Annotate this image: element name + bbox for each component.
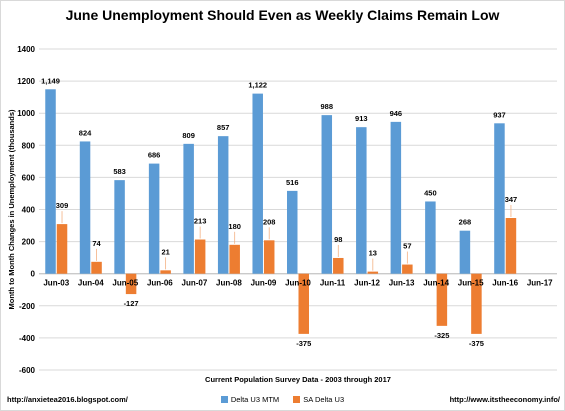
- y-tick-label: 0: [31, 270, 36, 279]
- bar-delta-u3-mtm: [356, 127, 367, 274]
- x-tick-label: Jun-10: [285, 279, 311, 288]
- data-label: -127: [124, 299, 139, 308]
- data-label: 1,122: [248, 81, 267, 90]
- data-label: 809: [182, 131, 195, 140]
- bar-delta-u3-mtm: [425, 201, 436, 274]
- legend: Delta U3 MTM SA Delta U3: [1, 395, 564, 404]
- data-label: 21: [161, 247, 169, 256]
- source-url-right: http://www.itstheeconomy.info/: [449, 395, 560, 404]
- bar-delta-u3-mtm: [287, 190, 298, 274]
- data-label: 516: [286, 178, 299, 187]
- source-url-left: http://anxietea2016.blogspot.com/: [7, 395, 128, 404]
- data-label: 1,149: [41, 76, 60, 85]
- x-tick-label: Jun-15: [458, 279, 484, 288]
- bar-delta-u3-mtm: [148, 163, 160, 274]
- data-label: 57: [403, 242, 411, 251]
- x-tick-label: Jun-08: [216, 279, 242, 288]
- bar-delta-u3-mtm: [217, 136, 229, 274]
- x-tick-label: Jun-07: [182, 279, 208, 288]
- x-tick-label: Jun-06: [147, 279, 173, 288]
- legend-swatch-series-1: [220, 396, 228, 403]
- bar-delta-u3-mtm: [321, 115, 333, 274]
- data-label: 347: [505, 195, 518, 204]
- data-label: 213: [194, 217, 207, 226]
- bar-delta-u3-mtm: [79, 141, 91, 274]
- y-tick-label: 200: [22, 238, 36, 247]
- y-tick-label: 400: [22, 206, 36, 215]
- bar-delta-u3-mtm: [252, 93, 263, 274]
- data-label: -375: [469, 339, 484, 348]
- y-tick-label: -200: [19, 302, 36, 311]
- bar-delta-u3-mtm: [114, 180, 125, 274]
- bar-delta-u3-mtm: [390, 121, 402, 274]
- bar-sa-delta-u3: [298, 273, 309, 334]
- data-label: 583: [113, 167, 126, 176]
- x-tick-label: Jun-11: [320, 279, 346, 288]
- data-label: 13: [369, 249, 377, 258]
- x-tick-label: Jun-03: [43, 279, 69, 288]
- x-tick-label: Jun-13: [389, 279, 415, 288]
- data-label: 74: [92, 239, 101, 248]
- bar-sa-delta-u3: [333, 257, 344, 274]
- bar-sa-delta-u3: [91, 261, 102, 274]
- bar-delta-u3-mtm: [494, 123, 505, 274]
- x-tick-label: Jun-04: [78, 279, 104, 288]
- bar-sa-delta-u3: [402, 264, 413, 274]
- bar-sa-delta-u3: [160, 270, 171, 274]
- data-label: 98: [334, 235, 342, 244]
- bar-sa-delta-u3: [56, 224, 68, 274]
- y-tick-label: 1000: [17, 109, 35, 118]
- x-tick-label: Jun-17: [527, 279, 553, 288]
- y-tick-label: 1400: [17, 45, 35, 54]
- x-axis-title: Current Population Survey Data - 2003 th…: [205, 375, 391, 384]
- chart-title: June Unemployment Should Even as Weekly …: [65, 7, 500, 23]
- bar-sa-delta-u3: [194, 239, 206, 274]
- bar-sa-delta-u3: [125, 273, 137, 295]
- legend-item-series-2: SA Delta U3: [293, 395, 344, 404]
- y-tick-label: 800: [22, 141, 36, 150]
- legend-item-series-1: Delta U3 MTM: [220, 395, 280, 404]
- bar-delta-u3-mtm: [45, 89, 56, 274]
- bar-delta-u3-mtm: [459, 230, 471, 274]
- data-label: -325: [434, 331, 449, 340]
- legend-label-series-1: Delta U3 MTM: [230, 395, 280, 404]
- y-tick-label: -400: [19, 334, 36, 343]
- data-label: 180: [228, 222, 241, 231]
- x-tick-label: Jun-05: [112, 279, 138, 288]
- data-label: 913: [355, 114, 368, 123]
- bar-sa-delta-u3: [505, 218, 517, 274]
- bar-chart: -600 -400 -200 0 200 400 600 800 1000 1200 1400 Jun…: [7, 45, 557, 384]
- data-label: 268: [459, 218, 472, 227]
- x-tick-label: Jun-09: [251, 279, 277, 288]
- data-label: 208: [263, 217, 276, 226]
- y-axis-title: Month to Month Changes in Unemployment (…: [7, 109, 16, 309]
- data-label: 450: [424, 188, 437, 197]
- bar-sa-delta-u3: [471, 273, 482, 334]
- y-tick-label: -600: [19, 366, 36, 375]
- data-label: 309: [56, 201, 69, 210]
- data-label: 946: [390, 109, 403, 118]
- x-tick-label: Jun-16: [492, 279, 518, 288]
- bar-sa-delta-u3: [229, 244, 240, 274]
- labels: -600 -400 -200 0 200 400 600 800 1000 1200 1400 Jun…: [7, 45, 553, 384]
- data-label: -375: [296, 339, 311, 348]
- x-tick-label: Jun-14: [423, 279, 449, 288]
- bar-sa-delta-u3: [436, 273, 448, 326]
- y-tick-label: 600: [22, 173, 36, 182]
- bar-sa-delta-u3: [367, 271, 379, 274]
- x-tick-label: Jun-12: [354, 279, 380, 288]
- legend-label-series-2: SA Delta U3: [303, 395, 345, 404]
- data-label: 824: [79, 128, 92, 137]
- gridlines: [39, 48, 557, 371]
- bar-sa-delta-u3: [263, 240, 275, 274]
- data-label: 857: [217, 123, 230, 132]
- data-label: 988: [321, 102, 334, 111]
- y-tick-label: 1200: [17, 77, 35, 86]
- data-label: 937: [493, 110, 506, 119]
- bars: [45, 89, 517, 334]
- bar-delta-u3-mtm: [183, 143, 194, 274]
- data-label: 686: [148, 151, 161, 160]
- legend-swatch-series-2: [293, 396, 301, 403]
